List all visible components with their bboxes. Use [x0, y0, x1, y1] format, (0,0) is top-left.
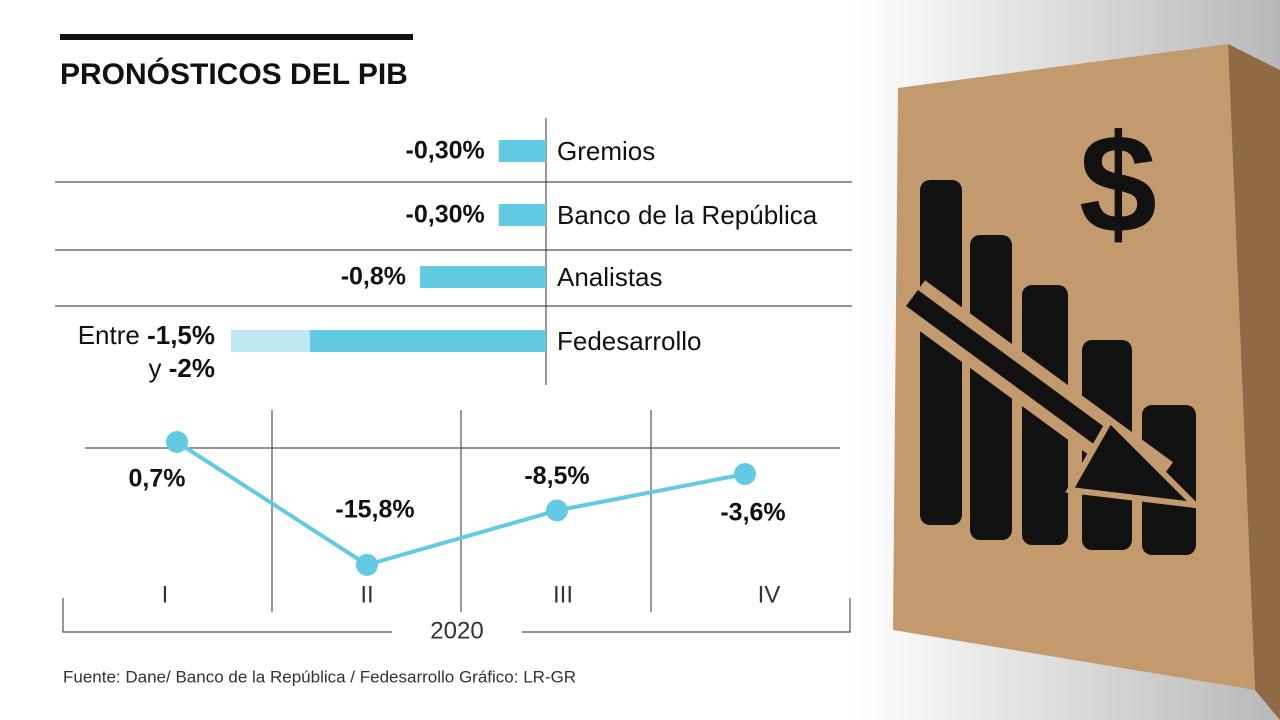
category-label: Fedesarrollo — [557, 326, 702, 356]
x-axis-label: 2020 — [430, 617, 483, 644]
title-rule — [60, 34, 413, 40]
value-label: -2% — [169, 353, 215, 383]
x-tick-label: II — [360, 581, 373, 608]
bar — [498, 204, 546, 226]
value-label: -0,30% — [406, 201, 485, 229]
x-tick-label: I — [162, 581, 169, 608]
source-note: Fuente: Dane/ Banco de la República / Fe… — [63, 667, 576, 686]
value-label: -1,5% — [147, 320, 215, 350]
x-tick-label: III — [553, 581, 573, 608]
bar — [309, 330, 546, 352]
data-point — [356, 553, 378, 576]
bar — [420, 266, 546, 288]
value-label: 0,7% — [129, 465, 186, 493]
value-label: -0,8% — [341, 263, 406, 291]
bar — [498, 140, 546, 162]
data-point — [166, 431, 188, 454]
data-point — [734, 463, 756, 486]
category-label: Gremios — [557, 136, 655, 166]
box-icon-arrowhead — [1065, 415, 1204, 510]
bar-range — [231, 330, 310, 352]
data-point — [546, 499, 568, 522]
category-label: Banco de la República — [557, 200, 818, 230]
box-side — [1228, 44, 1280, 720]
box-icon-bar — [970, 235, 1012, 540]
year-bracket — [62, 598, 392, 633]
value-label: -8,5% — [524, 462, 589, 490]
range-label: y -2% — [149, 353, 215, 383]
category-label: Analistas — [557, 262, 663, 292]
value-label: -0,30% — [406, 137, 485, 165]
value-label: -15,8% — [335, 495, 414, 523]
line-series — [175, 440, 746, 568]
range-word: y — [149, 353, 162, 383]
x-tick-label: IV — [758, 581, 781, 608]
box-icon-bar — [920, 180, 962, 525]
box-icon-dollar: $ — [1079, 105, 1157, 262]
range-word: Entre — [78, 320, 140, 350]
box-illustration: $ — [893, 44, 1280, 720]
chart-title: PRONÓSTICOS DEL PIB — [60, 57, 408, 91]
value-label: -3,6% — [720, 499, 785, 527]
year-bracket — [522, 598, 851, 633]
range-label: Entre -1,5% — [78, 320, 215, 350]
